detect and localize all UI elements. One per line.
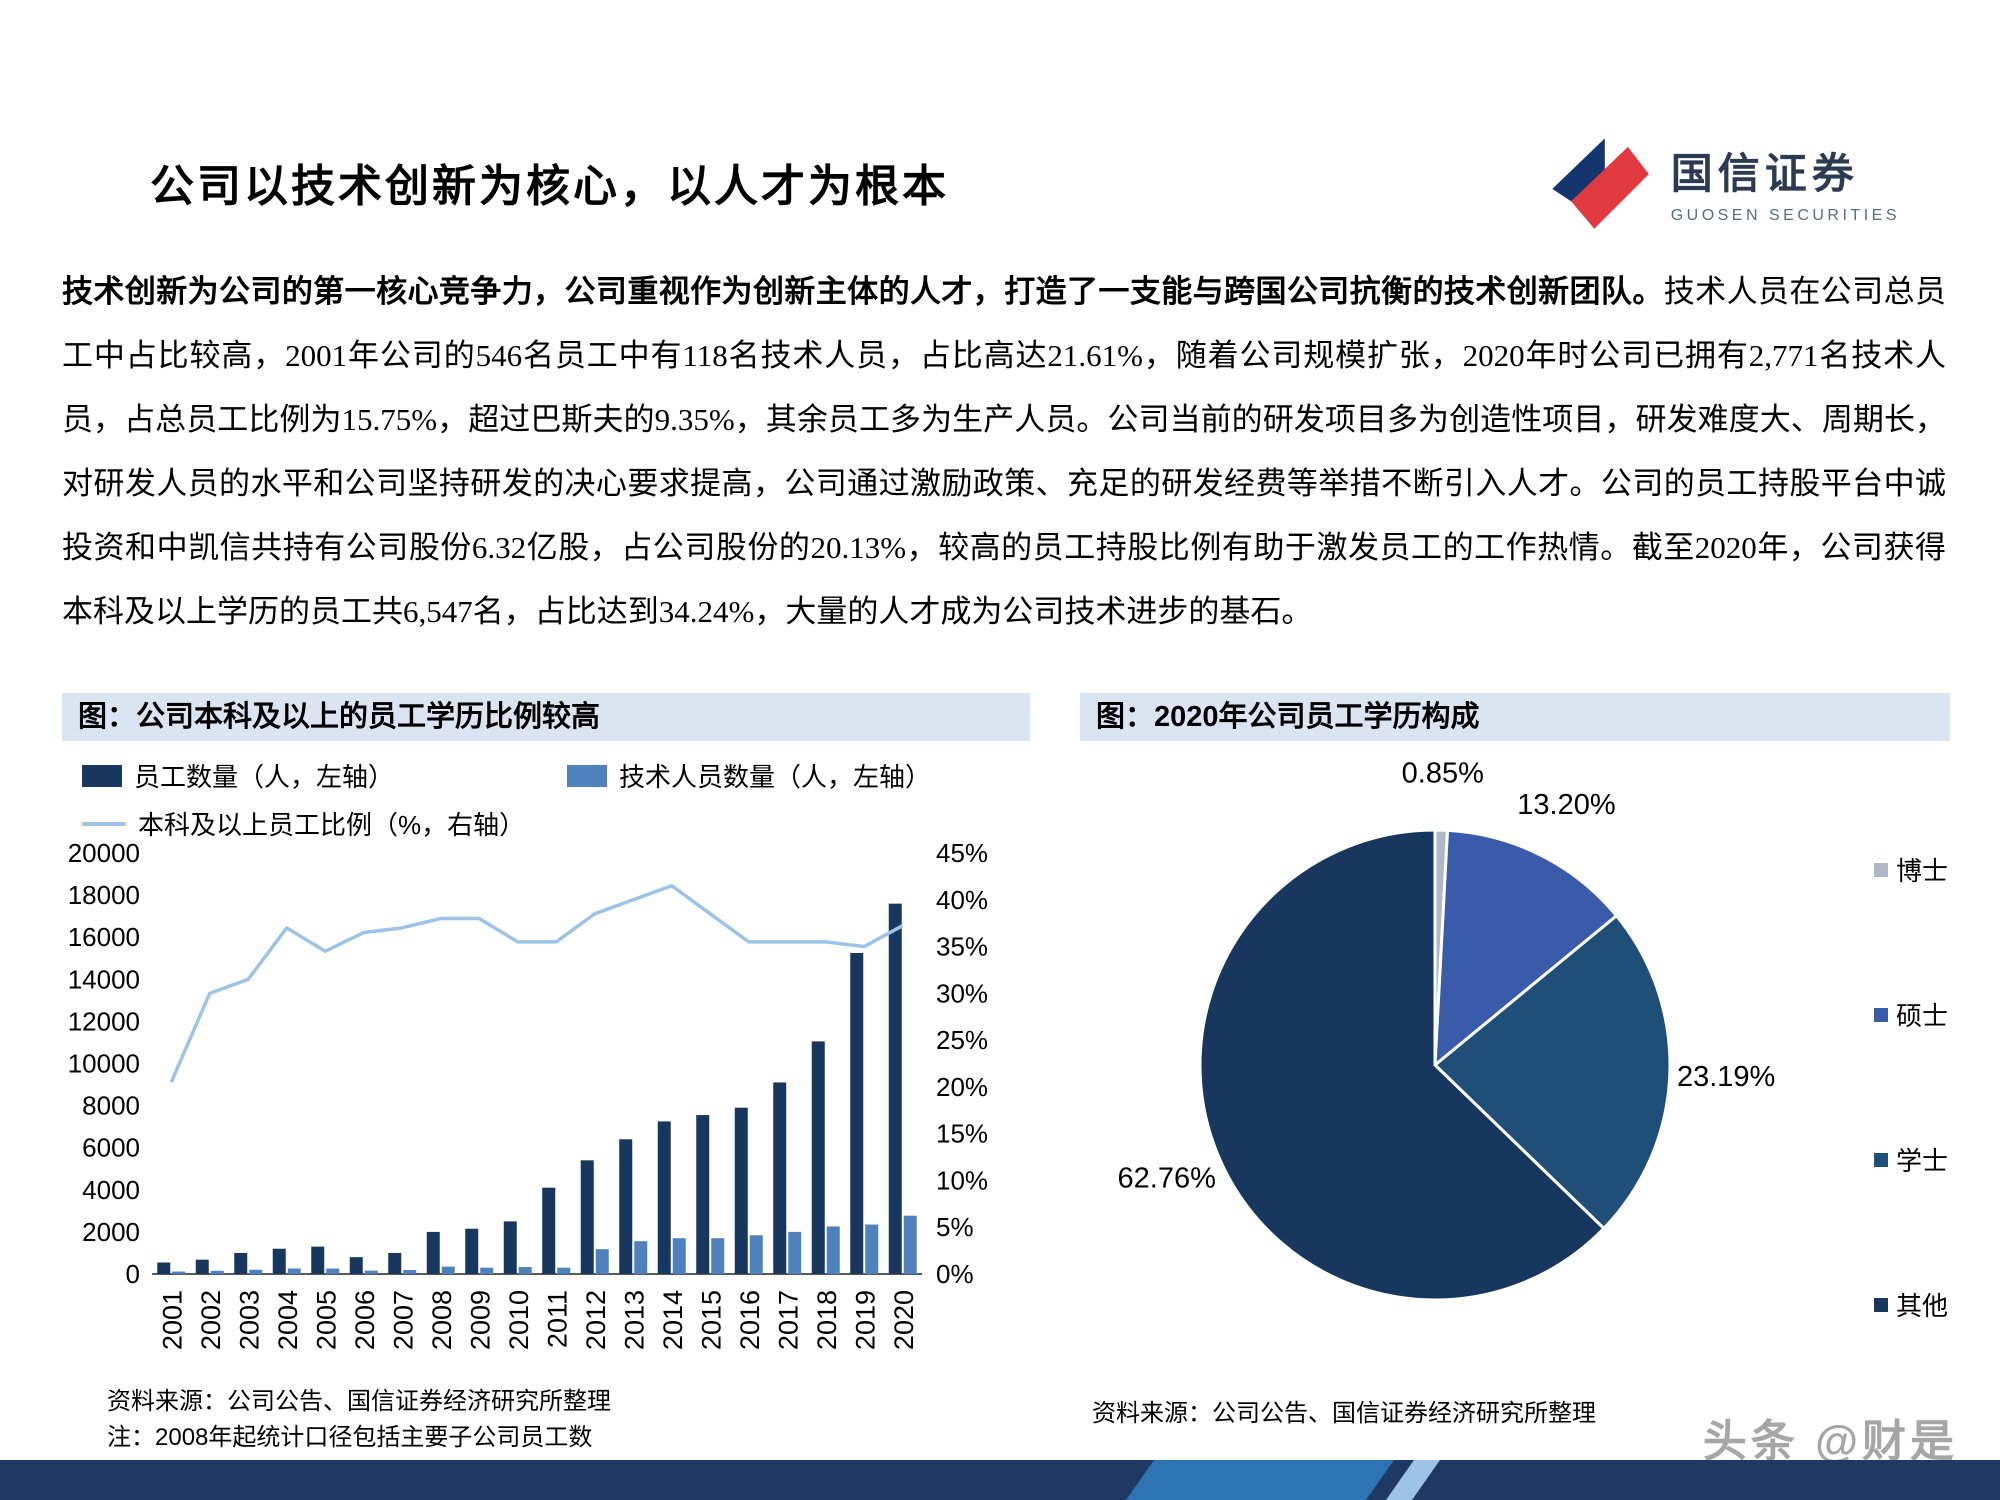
bottom-decor-bar [0,1460,2000,1500]
svg-text:20000: 20000 [68,843,140,868]
svg-text:35%: 35% [936,932,988,962]
svg-text:2000: 2000 [82,1217,140,1247]
right-chart-source: 资料来源：公司公告、国信证券经济研究所整理 [1092,1400,1596,1427]
legend-employee-count-label: 员工数量（人，左轴） [134,762,395,792]
svg-text:2003: 2003 [234,1290,264,1350]
svg-text:2008: 2008 [427,1290,457,1350]
svg-text:2020: 2020 [889,1290,919,1350]
pie-legend-item-bachelor: 学士 [1873,1141,1948,1178]
bachelor-label: 学士 [1895,1146,1948,1176]
svg-text:40%: 40% [936,885,988,915]
other-label: 其他 [1895,1291,1948,1321]
svg-text:6000: 6000 [82,1133,140,1163]
svg-text:18000: 18000 [68,880,140,910]
svg-text:2011: 2011 [542,1290,572,1348]
svg-text:2012: 2012 [581,1290,611,1350]
pie-chart-canvas: 0.85% 13.20% 23.19% 62.76% [1118,758,1775,1302]
svg-text:8000: 8000 [82,1091,140,1121]
pie-legend-item-master: 硕士 [1873,996,1948,1033]
left-chart-header: 图：公司本科及以上的员工学历比例较高 [62,693,1030,741]
left-chart-note: 注：2008年起统计口径包括主要子公司员工数 [107,1424,593,1451]
svg-text:2002: 2002 [196,1290,226,1350]
svg-text:10%: 10% [936,1165,988,1195]
employee-count-swatch [82,764,122,787]
logo-name-en: GUOSEN SECURITIES [1670,206,1900,224]
tech-count-swatch [567,764,607,787]
legend-bachelor-ratio-label: 本科及以上员工比例（%，右轴） [138,810,526,840]
svg-text:2001: 2001 [157,1290,187,1350]
left-chart-source: 资料来源：公司公告、国信证券经济研究所整理 [107,1388,611,1415]
svg-text:2004: 2004 [273,1290,303,1350]
svg-text:2019: 2019 [850,1290,880,1350]
svg-text:16000: 16000 [68,922,140,952]
svg-text:0: 0 [126,1259,140,1289]
summary-lead: 技术创新为公司的第一核心竞争力，公司重视作为创新主体的人才，打造了一支能与跨国公… [62,274,1664,309]
svg-text:12000: 12000 [68,1006,140,1036]
svg-text:2015: 2015 [696,1290,726,1350]
svg-text:2014: 2014 [658,1290,688,1350]
combo-chart-canvas: 0 2000 4000 6000 8000 10000 12000 14000 16000 180… [68,843,988,1350]
master-swatch [1873,1007,1888,1022]
svg-text:2006: 2006 [350,1290,380,1350]
right-chart-panel: 图：2020年公司员工学历构成 0.85% 13.20% 23.19% 62.76% … [1080,693,1950,1465]
svg-text:15%: 15% [936,1119,988,1149]
svg-text:25%: 25% [936,1025,988,1055]
watermark: 头条 @财是 [1702,1417,1958,1466]
bachelor-ratio-swatch [82,821,126,826]
phd-swatch [1873,862,1888,877]
svg-text:13.20%: 13.20% [1517,789,1615,821]
svg-text:2013: 2013 [619,1290,649,1350]
svg-text:20%: 20% [936,1072,988,1102]
svg-text:30%: 30% [936,978,988,1008]
svg-text:4000: 4000 [82,1175,140,1205]
svg-text:14000: 14000 [68,964,140,994]
svg-text:2017: 2017 [773,1290,803,1350]
legend-employee-count: 员工数量（人，左轴） [82,757,394,794]
master-label: 硕士 [1895,1001,1948,1031]
bottom-bar-accent-light [1385,1460,1441,1500]
svg-text:2010: 2010 [504,1290,534,1350]
svg-text:0%: 0% [936,1259,974,1289]
legend-bachelor-ratio: 本科及以上员工比例（%，右轴） [82,805,525,842]
legend-tech-count-label: 技术人员数量（人，左轴） [619,762,932,792]
svg-text:45%: 45% [936,843,988,868]
logo-name-cn: 国信证券 [1670,149,1859,197]
guosen-logo-icon [1551,138,1649,229]
page-title: 公司以技术创新为核心，以人才为根本 [150,162,949,211]
pie-legend-item-phd: 博士 [1873,851,1948,888]
pie-legend: 博士 硕士 学士 其他 [1873,851,1948,1431]
pie-legend-item-other: 其他 [1873,1286,1948,1323]
summary-paragraph: 技术创新为公司的第一核心竞争力，公司重视作为创新主体的人才，打造了一支能与跨国公… [62,260,1946,644]
summary-rest: 技术人员在公司总员工中占比较高，2001年公司的546名员工中有118名技术人员… [62,274,1947,629]
right-chart-header: 图：2020年公司员工学历构成 [1080,693,1950,741]
other-swatch [1873,1297,1888,1312]
svg-text:2005: 2005 [311,1290,341,1350]
svg-text:0.85%: 0.85% [1402,758,1484,790]
guosen-logo: 国信证券 GUOSEN SECURITIES [1546,132,1900,232]
phd-label: 博士 [1895,856,1948,886]
legend-tech-count: 技术人员数量（人，左轴） [567,757,931,794]
bachelor-swatch [1873,1152,1888,1167]
svg-text:5%: 5% [936,1212,974,1242]
bottom-bar-accent [1125,1460,1395,1500]
svg-text:2009: 2009 [465,1290,495,1350]
svg-text:2016: 2016 [735,1290,765,1350]
svg-text:10000: 10000 [68,1049,140,1079]
svg-text:62.76%: 62.76% [1118,1163,1216,1195]
left-chart-panel: 图：公司本科及以上的员工学历比例较高 员工数量（人，左轴） 技术人员数量（人，左… [62,693,1030,1465]
svg-text:23.19%: 23.19% [1677,1061,1775,1093]
svg-text:2007: 2007 [388,1290,418,1350]
svg-text:2018: 2018 [812,1290,842,1350]
